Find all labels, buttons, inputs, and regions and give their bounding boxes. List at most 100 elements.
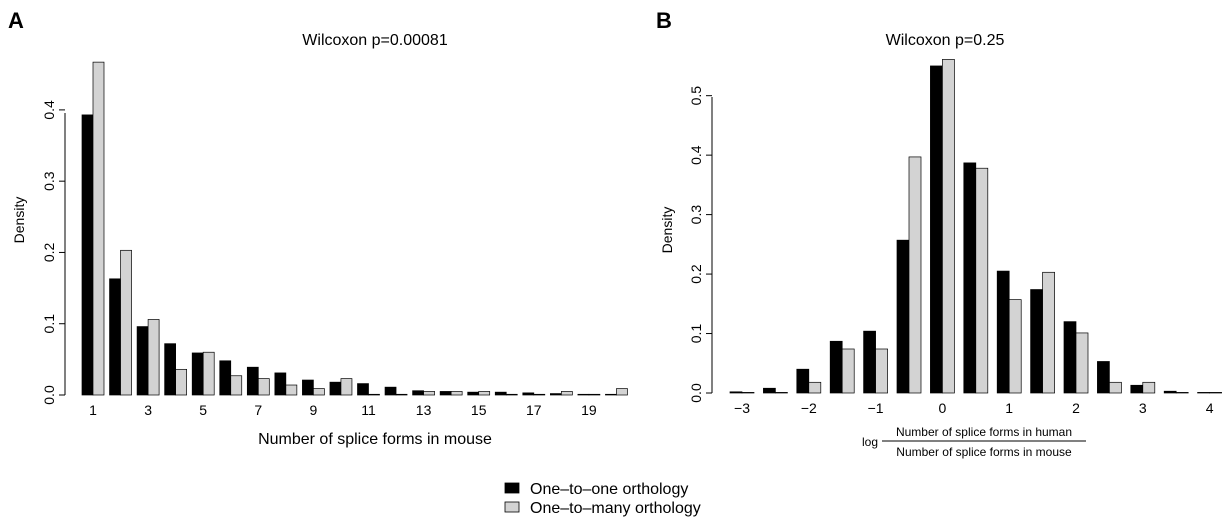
bar-one-to-one (329, 381, 342, 396)
y-tick-label: 0.3 (41, 171, 57, 191)
bar-one-to-one (357, 383, 369, 396)
bar-one-to-many (1142, 381, 1156, 394)
bar-one-to-one (930, 65, 943, 394)
bar-one-to-many (588, 393, 601, 396)
bar-one-to-many (1109, 381, 1122, 394)
bar-one-to-many (230, 375, 243, 396)
bar-one-to-one (549, 393, 562, 396)
panel-b-bars (729, 59, 1222, 394)
panel-a-x-ticks: 1 3 5 7 9 11 13 15 17 19 (89, 402, 597, 418)
bar-one-to-one (829, 340, 843, 394)
y-tick-label: 0.4 (41, 100, 57, 120)
bar-one-to-many (1209, 392, 1222, 394)
bar-one-to-one (1030, 289, 1043, 394)
x-tick-label: 1 (89, 402, 97, 418)
bar-one-to-many (92, 61, 105, 396)
panel-b-xlabel: log Number of splice forms in human Numb… (862, 425, 1086, 459)
bar-one-to-many (313, 388, 325, 396)
bar-one-to-one (1163, 390, 1177, 394)
x-tick-label: 4 (1206, 400, 1214, 416)
x-tick-label: 17 (526, 402, 542, 418)
bar-one-to-one (109, 278, 121, 396)
bar-one-to-many (616, 388, 628, 396)
panel-a-bars (81, 61, 628, 396)
x-tick-label: −1 (868, 400, 884, 416)
bar-one-to-one (863, 330, 876, 394)
bar-one-to-one (246, 366, 259, 396)
legend: One–to–one orthology One–to–many ortholo… (504, 481, 701, 517)
bar-one-to-one (384, 386, 397, 396)
bar-one-to-many (841, 348, 855, 394)
bar-one-to-many (533, 393, 546, 396)
x-tick-label: 3 (144, 402, 152, 418)
bar-one-to-many (1175, 392, 1189, 394)
x-tick-label: 11 (361, 402, 376, 418)
y-tick-label: 0.5 (688, 86, 704, 106)
bar-one-to-one (577, 393, 590, 396)
panel-a: A Wilcoxon p=0.00081 Density Number of s… (8, 8, 628, 448)
bar-one-to-one (136, 326, 149, 396)
bar-one-to-many (120, 249, 132, 396)
bar-one-to-many (175, 368, 187, 396)
bar-one-to-one (605, 393, 617, 396)
legend-swatch-one-to-many (504, 501, 520, 513)
bar-one-to-many (202, 351, 215, 396)
bar-one-to-one (522, 392, 535, 396)
bar-one-to-one (1197, 392, 1210, 394)
y-tick-label: 0.2 (688, 264, 704, 284)
bar-one-to-one (494, 391, 507, 396)
panel-b-xlabel-prefix: log (862, 435, 878, 449)
legend-label-one-to-many: One–to–many orthology (530, 500, 701, 517)
bar-one-to-many (423, 391, 435, 396)
bar-one-to-one (1097, 361, 1110, 394)
bar-one-to-one (81, 114, 94, 396)
panel-b: B Wilcoxon p=0.25 Density 0.00.10.20.30.… (656, 8, 1222, 459)
bar-one-to-many (908, 156, 922, 394)
bar-one-to-one (763, 387, 776, 394)
bar-one-to-many (775, 392, 788, 394)
bar-one-to-one (796, 368, 810, 394)
x-tick-label: 2 (1072, 400, 1080, 416)
panel-label-a: A (8, 8, 24, 33)
x-tick-label: 7 (254, 402, 262, 418)
bar-one-to-many (340, 378, 353, 396)
bar-one-to-many (741, 392, 755, 394)
bar-one-to-many (505, 393, 518, 396)
bar-one-to-one (219, 360, 232, 396)
panel-b-title: Wilcoxon p=0.25 (886, 32, 1005, 49)
legend-label-one-to-one: One–to–one orthology (530, 481, 688, 498)
x-tick-label: 1 (1005, 400, 1013, 416)
bar-one-to-many (942, 59, 955, 394)
panel-b-ylabel: Density (659, 207, 675, 254)
x-tick-label: −2 (801, 400, 817, 416)
x-tick-label: 5 (199, 402, 207, 418)
panel-b-xlabel-denominator: Number of splice forms in mouse (896, 445, 1072, 459)
bar-one-to-many (257, 378, 270, 396)
x-tick-label: 9 (310, 402, 318, 418)
panel-label-b: B (656, 8, 672, 33)
bar-one-to-many (147, 319, 160, 396)
bar-one-to-many (285, 384, 298, 396)
bar-one-to-one (164, 343, 176, 396)
y-tick-label: 0.0 (688, 383, 704, 403)
bar-one-to-one (1130, 384, 1144, 394)
bar-one-to-many (368, 393, 380, 396)
x-tick-label: 0 (939, 400, 947, 416)
bar-one-to-one (963, 162, 977, 394)
bar-one-to-many (975, 167, 989, 394)
panel-b-y-ticks: 0.0 0.1 0.2 0.3 0.4 0.5 (688, 86, 712, 403)
panel-a-title: Wilcoxon p=0.00081 (302, 32, 448, 49)
bar-one-to-one (439, 391, 452, 396)
bar-one-to-one (1063, 321, 1077, 394)
bar-one-to-many (395, 393, 408, 396)
x-tick-label: −3 (734, 400, 750, 416)
bar-one-to-one (467, 391, 480, 396)
bar-one-to-many (808, 381, 822, 394)
y-tick-label: 0.1 (688, 324, 704, 344)
bar-one-to-many (478, 391, 491, 396)
panel-a-xlabel: Number of splice forms in mouse (258, 431, 492, 448)
panel-b-xlabel-numerator: Number of splice forms in human (896, 425, 1072, 439)
bar-one-to-many (1042, 271, 1055, 394)
y-tick-label: 0.4 (688, 145, 704, 165)
